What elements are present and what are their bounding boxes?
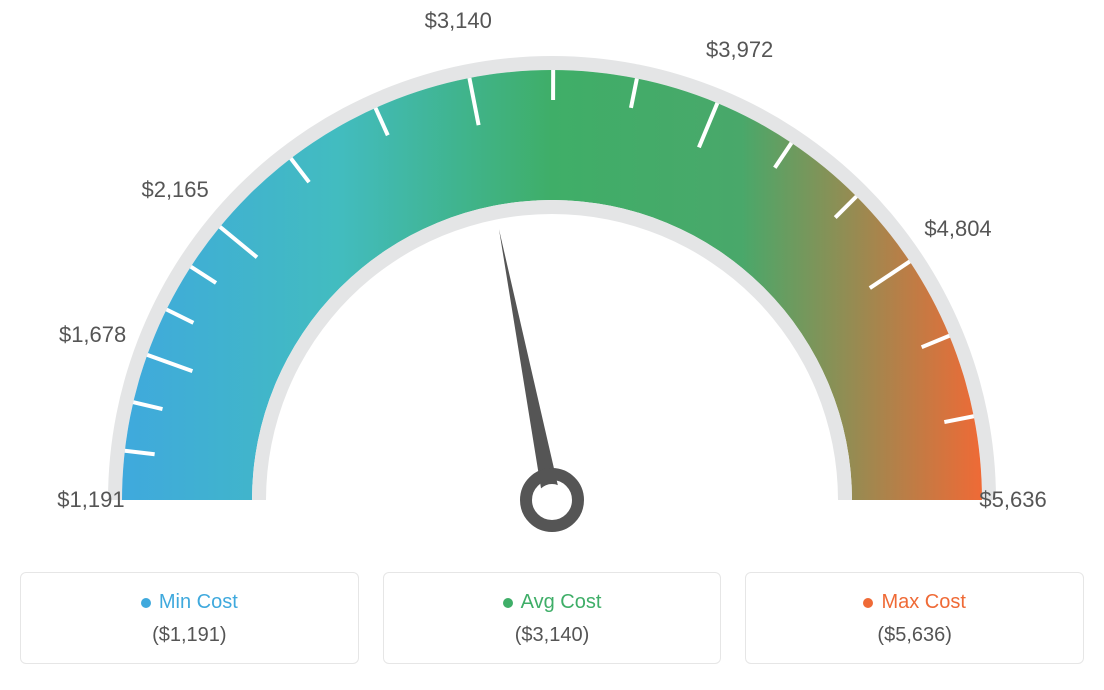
legend-value-avg: ($3,140) — [394, 624, 711, 647]
cost-gauge-widget: $1,191$1,678$2,165$3,140$3,972$4,804$5,6… — [20, 20, 1084, 664]
legend-title-row-max: Max Cost — [756, 591, 1073, 614]
legend-title-row-avg: Avg Cost — [394, 591, 711, 614]
legend-value-min: ($1,191) — [31, 624, 348, 647]
gauge-tick-label: $2,165 — [141, 177, 208, 203]
gauge-tick-label: $3,140 — [425, 8, 492, 34]
gauge-area: $1,191$1,678$2,165$3,140$3,972$4,804$5,6… — [20, 20, 1084, 560]
gauge-tick-label: $4,804 — [924, 216, 991, 242]
dot-icon — [863, 598, 873, 608]
gauge-svg — [20, 20, 1084, 560]
legend-title-max: Max Cost — [881, 591, 965, 614]
legend-title-row-min: Min Cost — [31, 591, 348, 614]
legend-value-max: ($5,636) — [756, 624, 1073, 647]
legend-title-avg: Avg Cost — [521, 591, 602, 614]
legend-card-avg: Avg Cost ($3,140) — [383, 572, 722, 664]
legend-title-min: Min Cost — [159, 591, 238, 614]
gauge-tick-label: $3,972 — [706, 37, 773, 63]
legend-row: Min Cost ($1,191) Avg Cost ($3,140) Max … — [20, 572, 1084, 664]
dot-icon — [141, 598, 151, 608]
dot-icon — [503, 598, 513, 608]
legend-card-min: Min Cost ($1,191) — [20, 572, 359, 664]
gauge-tick-label: $5,636 — [979, 487, 1046, 513]
legend-card-max: Max Cost ($5,636) — [745, 572, 1084, 664]
gauge-tick-label: $1,678 — [59, 322, 126, 348]
gauge-tick-label: $1,191 — [57, 487, 124, 513]
